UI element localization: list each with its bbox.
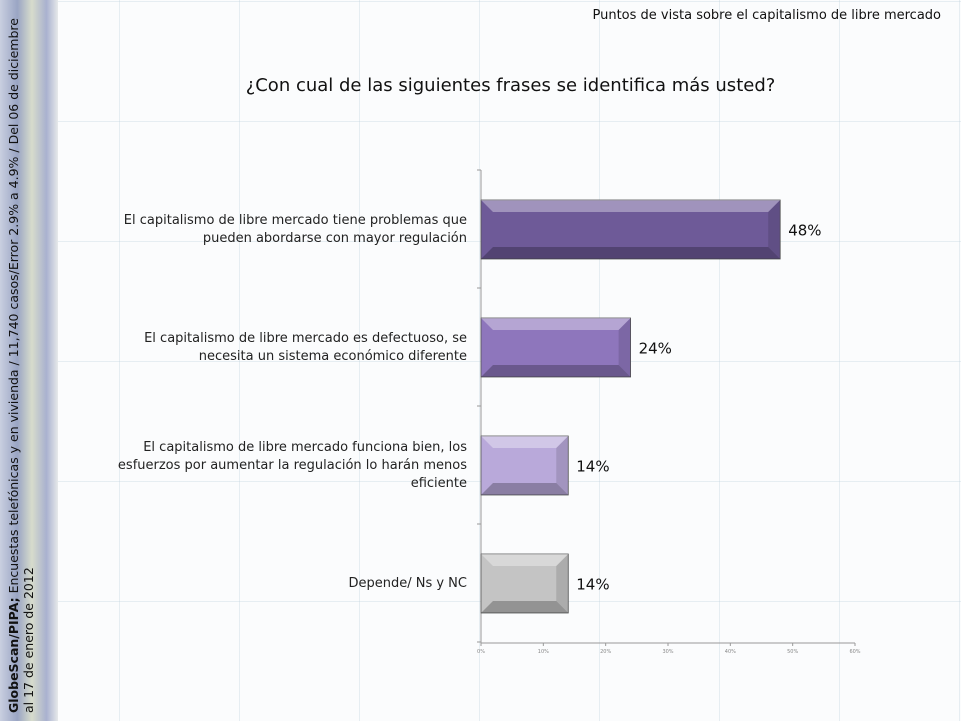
x-tick-label: 50% [787, 649, 798, 655]
data-label: 14% [576, 458, 609, 476]
bar-bevel-right [556, 554, 569, 613]
bar-bevel-bottom [481, 483, 569, 495]
category-label: El capitalismo de libre mercado funciona… [117, 439, 467, 491]
x-tick-label: 20% [600, 649, 611, 655]
bar-bevel-right [768, 200, 781, 259]
category-label: El capitalismo de libre mercado tiene pr… [123, 212, 467, 246]
bar-bevel-top [481, 436, 569, 448]
bar-bevel-right [618, 318, 631, 377]
x-tick-label: 30% [662, 649, 673, 655]
data-label: 24% [639, 340, 672, 358]
x-tick-label: 10% [538, 649, 549, 655]
bar-bevel-top [481, 318, 631, 330]
sidebar-decoration: GlobeScan/PIPA; Encuestas telefónicas y … [0, 0, 58, 721]
bar [480, 199, 781, 260]
category-label: El capitalismo de libre mercado es defec… [144, 330, 467, 364]
x-tick-label: 0% [477, 649, 485, 655]
bar-bevel-right [556, 436, 569, 495]
bar-bevel-top [481, 200, 781, 212]
bar [480, 553, 569, 614]
chart-title: ¿Con cual de las siguientes frases se id… [245, 75, 776, 96]
x-tick-label: 60% [849, 649, 860, 655]
bar-bevel-bottom [481, 601, 569, 613]
bar-bevel-bottom [481, 247, 781, 259]
slide-subtitle: Puntos de vista sobre el capitalismo de … [592, 8, 942, 23]
bar-bevel-bottom [481, 365, 631, 377]
category-label: Depende/ Ns y NC [348, 575, 467, 591]
data-label: 48% [788, 222, 821, 240]
bar-bevel-top [481, 554, 569, 566]
bar [480, 435, 569, 496]
x-tick-label: 40% [725, 649, 736, 655]
bar [480, 317, 632, 378]
data-label: 14% [576, 576, 609, 594]
